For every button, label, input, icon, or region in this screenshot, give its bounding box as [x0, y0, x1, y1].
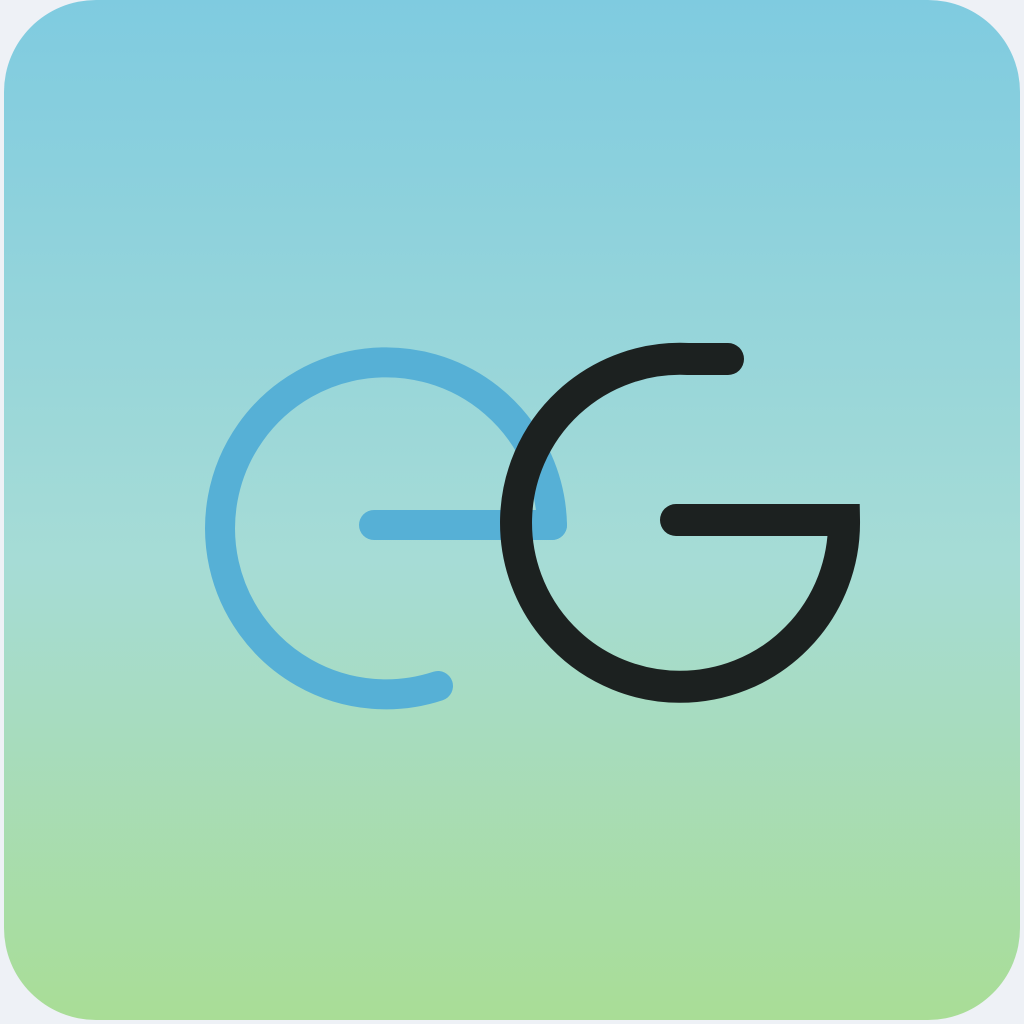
app-icon[interactable] — [4, 0, 1020, 1020]
eg-logo-icon — [4, 0, 1020, 1020]
letter-g-glyph — [500, 342, 861, 703]
